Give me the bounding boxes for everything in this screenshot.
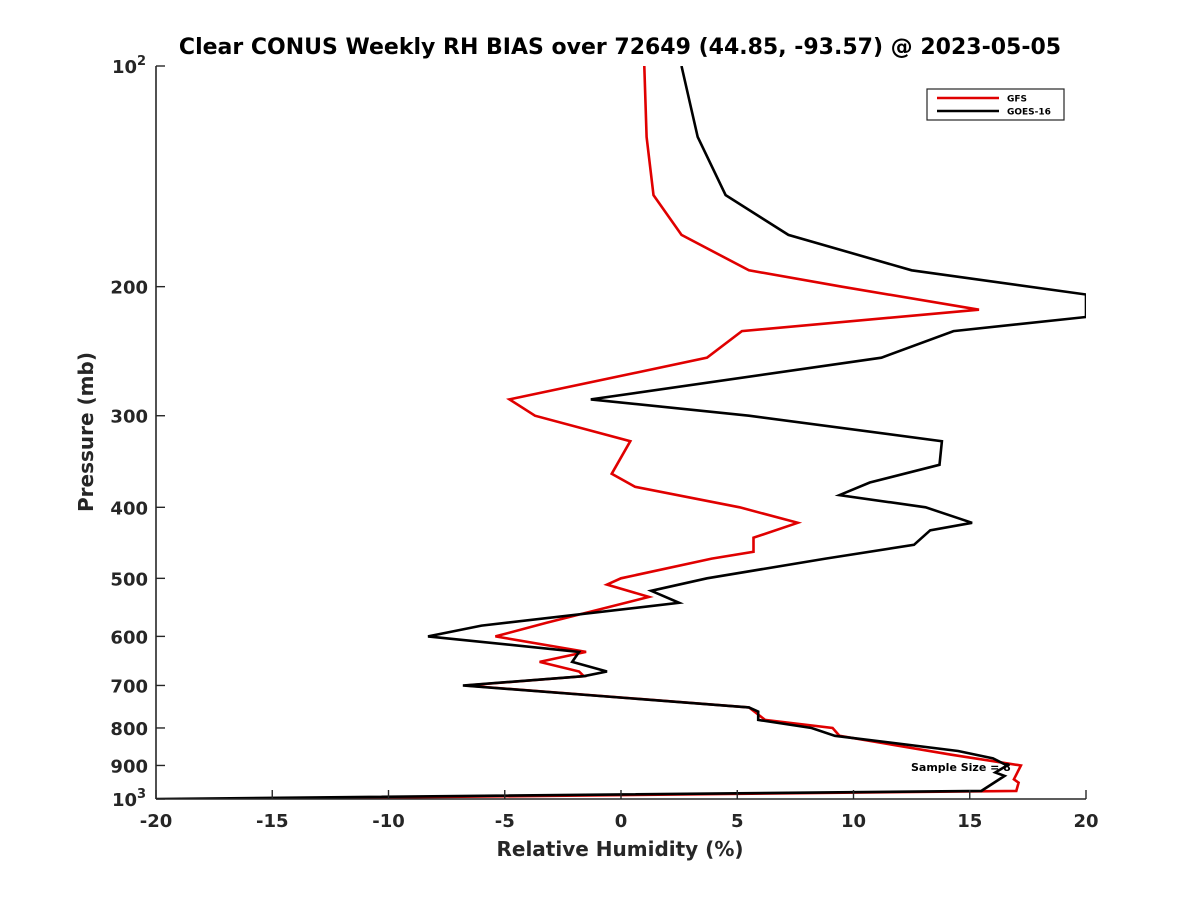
x-tick-label: -20 (140, 811, 173, 832)
x-tick-label: -5 (495, 811, 515, 832)
y-tick-exponent: 3 (137, 787, 146, 802)
y-tick-exponent: 2 (137, 54, 146, 69)
x-tick-label: 15 (957, 811, 982, 832)
y-tick-label: 300 (110, 407, 148, 428)
x-tick-label: 10 (841, 811, 866, 832)
sample-size-annotation: Sample Size = 8 (911, 761, 1011, 774)
legend: GFS GOES-16 (926, 88, 1065, 121)
x-tick-label: -10 (372, 811, 405, 832)
y-tick-label: 400 (110, 498, 148, 519)
x-tick-label: 20 (1073, 811, 1098, 832)
series-layer (156, 66, 1086, 799)
y-tick-label: 10 (112, 790, 137, 811)
legend-entry: GFS (1007, 95, 1027, 105)
y-axis-label: Pressure (mb) (74, 352, 98, 512)
y-tick-label: 800 (110, 719, 148, 740)
legend-entry: GOES-16 (1007, 108, 1051, 118)
y-tick-label: 200 (110, 278, 148, 299)
y-tick-label: 600 (110, 627, 148, 648)
y-tick-label: 500 (110, 569, 148, 590)
y-tick-label: 700 (110, 676, 148, 697)
y-tick-label: 900 (110, 756, 148, 777)
x-tick-label: 0 (615, 811, 628, 832)
x-axis-label: Relative Humidity (%) (496, 837, 743, 861)
x-tick-label: 5 (731, 811, 744, 832)
legend-box (926, 88, 1065, 121)
series-line-goes-16 (156, 66, 1086, 799)
y-tick-label: 10 (112, 57, 137, 78)
series-line-gfs (248, 66, 1023, 799)
x-axis: -20 -15 -10 -5 0 5 10 15 20 (140, 790, 1099, 832)
x-tick-label: -15 (256, 811, 289, 832)
chart-title: Clear CONUS Weekly RH BIAS over 72649 (4… (179, 35, 1061, 60)
